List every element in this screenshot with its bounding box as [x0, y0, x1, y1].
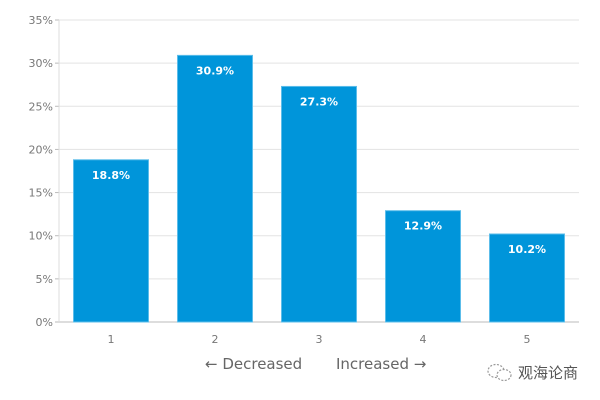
- watermark: 观海论商: [486, 362, 578, 383]
- data-label: 27.3%: [300, 95, 338, 108]
- data-label: 30.9%: [196, 64, 234, 77]
- x-tick-label: 5: [524, 333, 531, 346]
- y-tick-label: 15%: [29, 187, 53, 200]
- x-tick-label: 1: [108, 333, 115, 346]
- x-tick-label: 3: [316, 333, 323, 346]
- bar: [177, 54, 253, 323]
- x-tick-label: 4: [420, 333, 427, 346]
- bar: [489, 233, 565, 323]
- data-label: 12.9%: [404, 220, 442, 233]
- x-axis-label-increased: Increased →: [336, 355, 427, 373]
- y-tick-label: 30%: [29, 57, 53, 70]
- watermark-text: 观海论商: [518, 364, 579, 382]
- x-tick-label: 2: [212, 333, 219, 346]
- bar: [281, 85, 357, 323]
- y-tick-label: 0%: [36, 316, 53, 329]
- y-tick-label: 25%: [29, 100, 53, 113]
- bar: [73, 159, 149, 323]
- y-tick-label: 5%: [36, 273, 53, 286]
- x-axis-label-decreased: ← Decreased: [205, 355, 303, 373]
- wechat-icon: [487, 363, 512, 381]
- y-tick-label: 35%: [29, 14, 53, 27]
- bar: [385, 210, 461, 323]
- data-label: 18.8%: [92, 169, 130, 182]
- y-tick-label: 20%: [29, 143, 53, 156]
- y-tick-label: 10%: [29, 230, 53, 243]
- data-label: 10.2%: [508, 243, 546, 256]
